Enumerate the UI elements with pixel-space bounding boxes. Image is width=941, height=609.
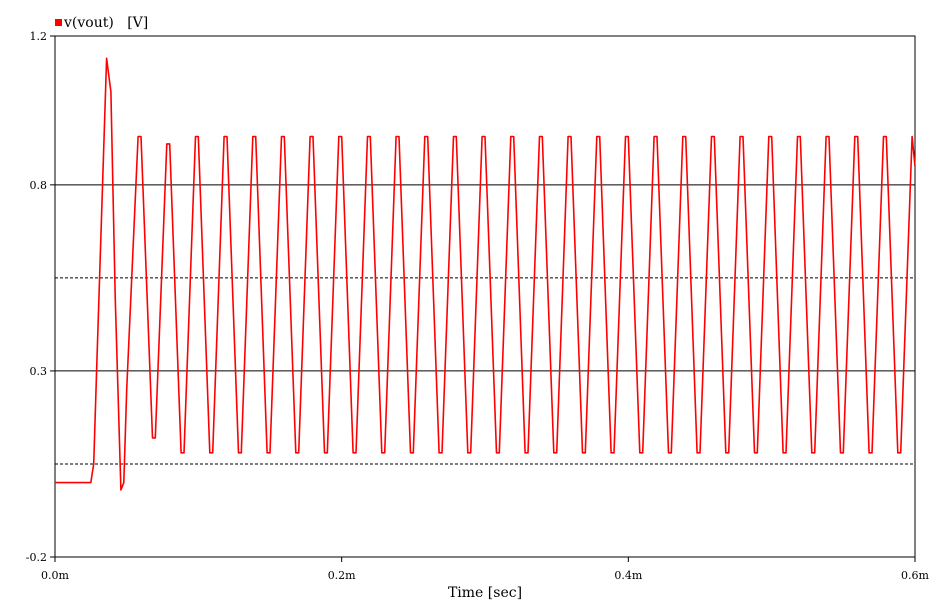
- series-group: [55, 57, 916, 491]
- series-line-vout: [55, 57, 916, 491]
- legend-series-name: v(vout): [64, 15, 114, 31]
- legend: v(vout) [V]: [55, 15, 148, 31]
- x-tick-label: 0.4m: [614, 569, 642, 582]
- y-tick-label: 0.3: [30, 365, 48, 378]
- y-tick-label: 0.8: [30, 179, 48, 192]
- y-tick-label: -0.2: [26, 551, 47, 564]
- x-tick-label: 0.6m: [901, 569, 929, 582]
- x-axis-label: Time [sec]: [447, 585, 523, 601]
- x-tick-label: 0.0m: [41, 569, 69, 582]
- legend-series-unit: [V]: [127, 15, 149, 31]
- plot-area-frame: [54, 35, 916, 558]
- y-axis-ticks: -0.2 0.3 0.8 1.2: [26, 30, 55, 564]
- legend-swatch: [55, 19, 62, 26]
- x-axis-ticks: 0.0m 0.2m 0.4m 0.6m: [41, 557, 930, 582]
- x-tick-label: 0.2m: [328, 569, 356, 582]
- y-tick-label: 1.2: [30, 30, 48, 43]
- grid-lines: [55, 184, 915, 465]
